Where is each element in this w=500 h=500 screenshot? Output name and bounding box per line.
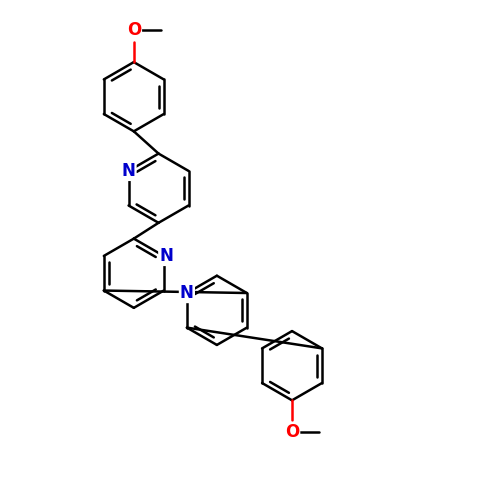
Text: O: O [285,423,299,441]
Text: N: N [160,247,173,265]
Text: N: N [180,284,194,302]
Text: O: O [126,22,141,40]
Text: N: N [122,162,136,180]
